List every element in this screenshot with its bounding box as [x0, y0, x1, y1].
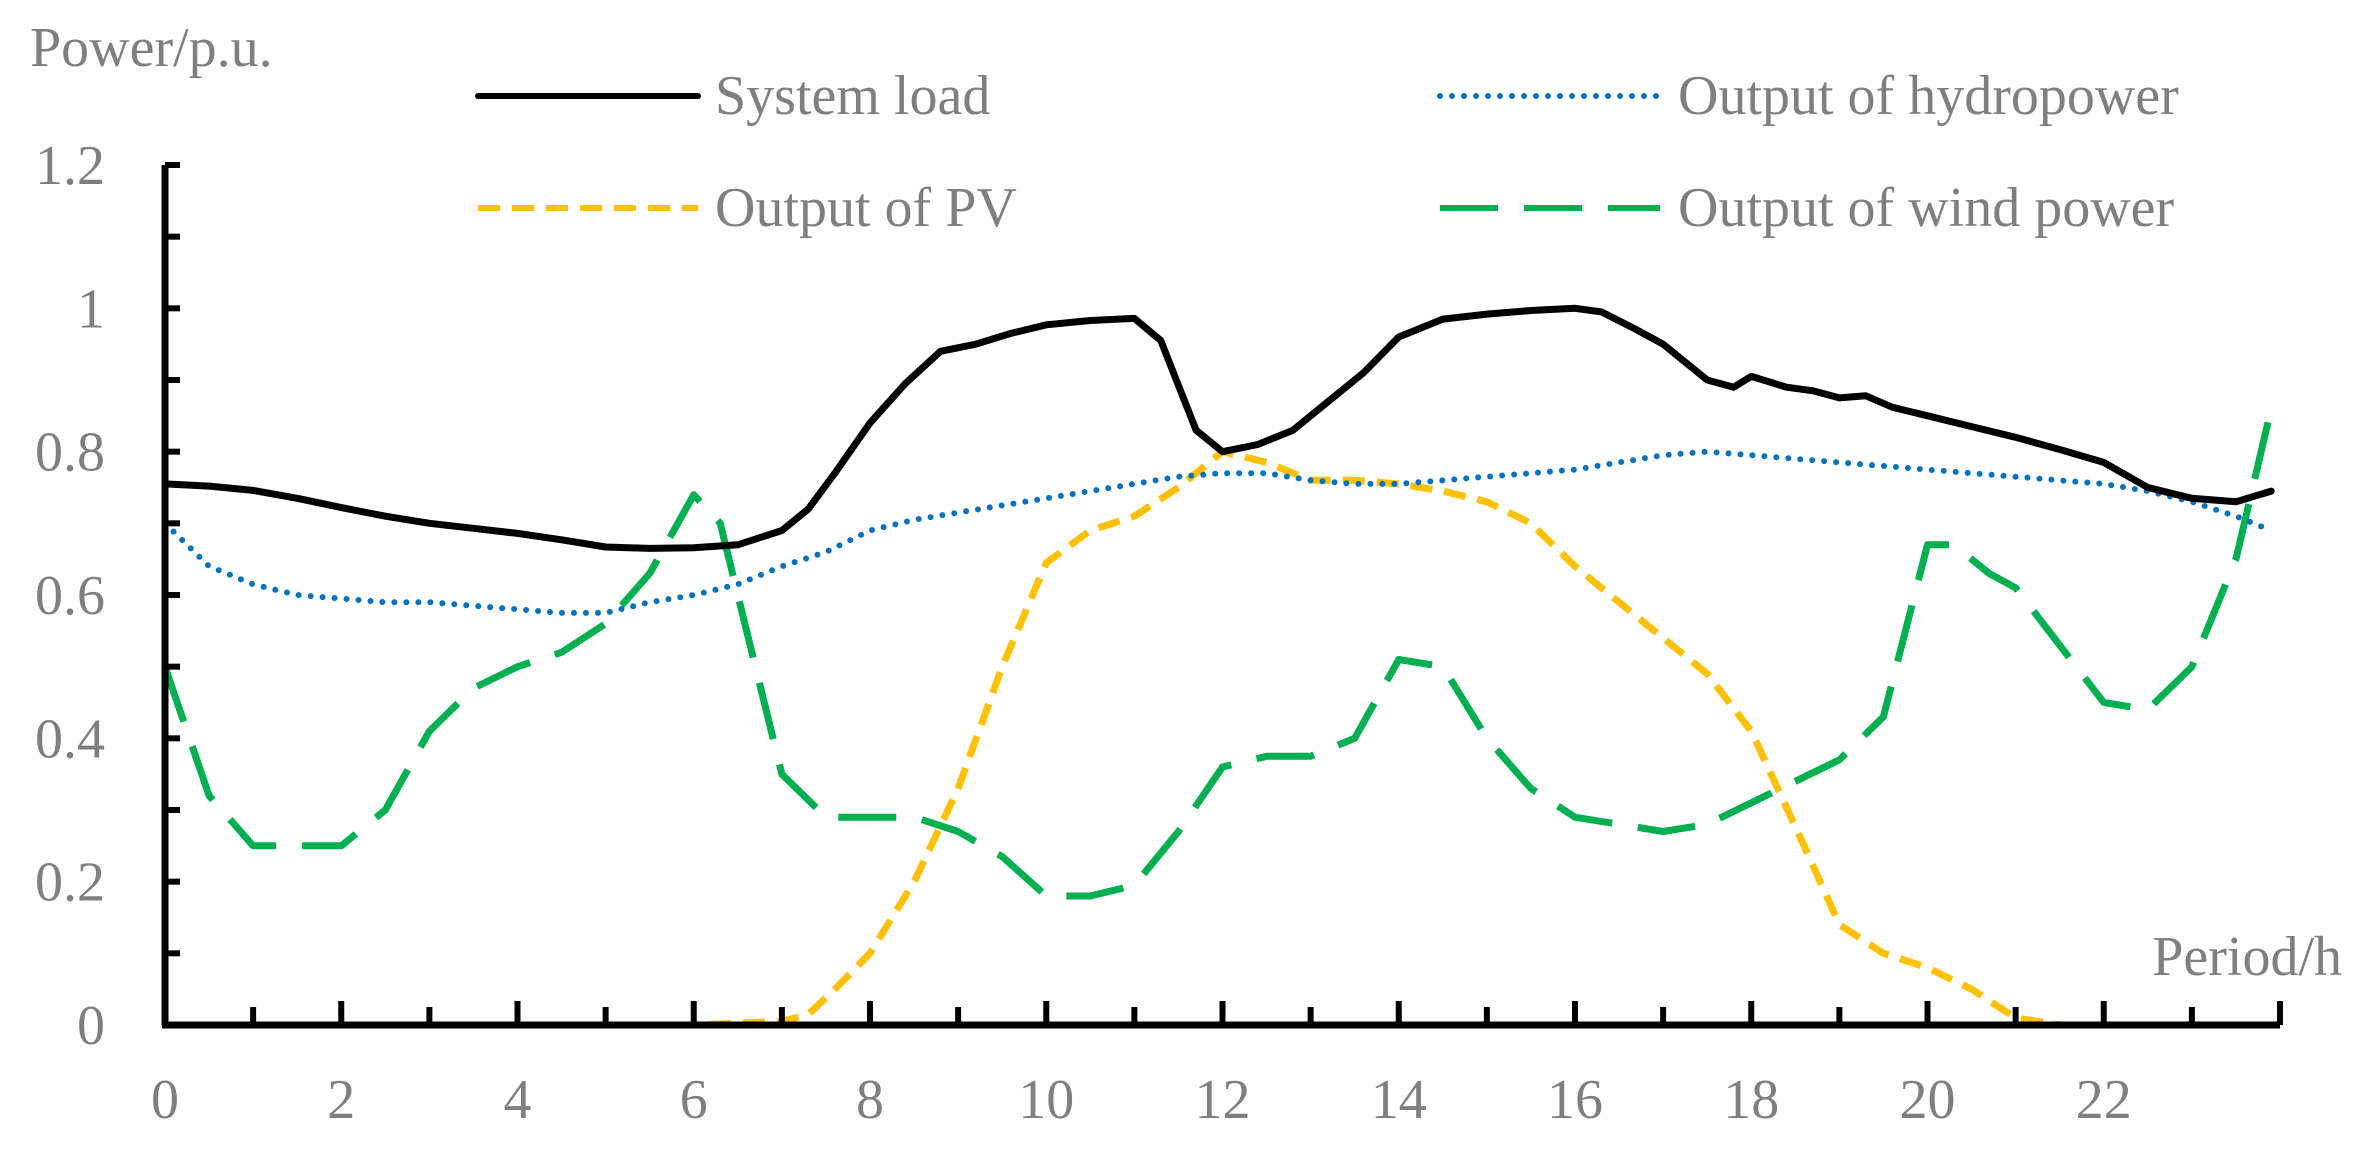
legend-label-hydropower: Output of hydropower	[1678, 65, 2179, 127]
x-tick-label: 18	[1723, 1069, 1779, 1131]
x-tick-label: 22	[2076, 1069, 2132, 1131]
x-tick-label: 14	[1371, 1069, 1427, 1131]
y-tick-label: 1	[77, 278, 105, 340]
legend-label-pv: Output of PV	[715, 177, 1017, 239]
legend: System load Output of hydropower Output …	[475, 65, 2179, 239]
x-tick-label: 10	[1018, 1069, 1074, 1131]
tick-labels-layer: 0 0.2 0.4 0.6 0.8 1 1.2 0 2 4 6 8 10 12 14 16 18 20 22	[35, 135, 2132, 1131]
series-line-output-of-wind-power	[161, 407, 2275, 900]
x-tick-label: 12	[1195, 1069, 1251, 1131]
x-tick-label: 6	[680, 1069, 708, 1131]
x-tick-label: 4	[504, 1069, 532, 1131]
x-tick-label: 20	[1900, 1069, 1956, 1131]
series-line-system-load	[161, 304, 2275, 552]
x-tick-label: 2	[327, 1069, 355, 1131]
y-axis-title: Power/p.u.	[30, 17, 273, 79]
series-line-output-of-pv	[165, 448, 2272, 1029]
legend-label-wind-power: Output of wind power	[1678, 177, 2175, 239]
y-tick-label: 1.2	[35, 135, 105, 197]
legend-label-system-load: System load	[715, 65, 990, 127]
series-lines-layer	[161, 304, 2275, 1029]
y-tick-label: 0.6	[35, 565, 105, 627]
y-tick-label: 0.4	[35, 708, 105, 770]
x-axis-title: Period/h	[2152, 926, 2342, 988]
y-tick-label: 0	[77, 995, 105, 1057]
y-tick-label: 0.8	[35, 422, 105, 484]
y-tick-label: 0.2	[35, 852, 105, 914]
x-tick-label: 16	[1547, 1069, 1603, 1131]
axes-layer	[161, 162, 2283, 1029]
x-tick-label: 8	[856, 1069, 884, 1131]
x-tick-label: 0	[151, 1069, 179, 1131]
